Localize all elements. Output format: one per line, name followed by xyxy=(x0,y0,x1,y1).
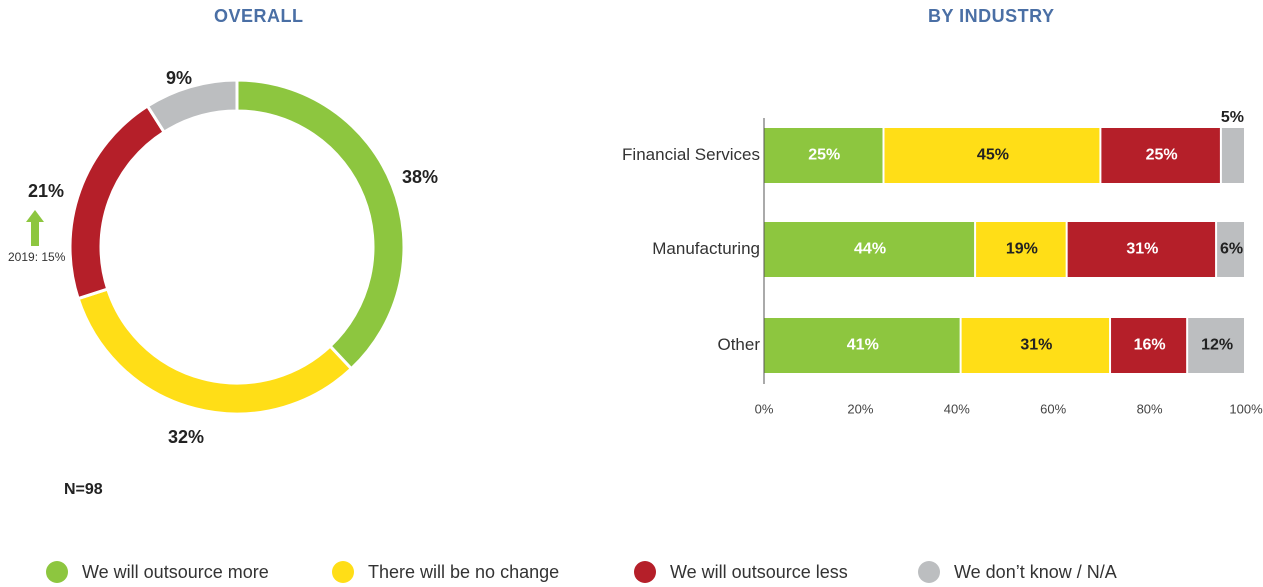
donut-label-we-don-t-know-n-a: 9% xyxy=(166,68,192,88)
overall-chart-title: OVERALL xyxy=(214,6,304,26)
legend-label: We don’t know / N/A xyxy=(954,561,1117,582)
donut-slice-there-will-be-no-change xyxy=(76,287,354,416)
bar-manufacturing-there-will-be-no-change xyxy=(976,222,1066,277)
bar-other-there-will-be-no-change xyxy=(961,318,1110,373)
bar-label-other-there-will-be-no-change: 31% xyxy=(1020,337,1052,354)
legend-label: We will outsource more xyxy=(82,561,269,582)
donut-label-we-will-outsource-less: 21% xyxy=(28,181,64,201)
category-label-other: Other xyxy=(717,335,760,354)
legend-swatch xyxy=(332,561,354,583)
bar-other-we-will-outsource-more xyxy=(764,318,960,373)
bar-financial-services-we-will-outsource-less xyxy=(1101,128,1220,183)
industry-stacked-bar-chart: Financial Services 25% 45% 25% 5% Manufacturi… xyxy=(622,109,1263,416)
bar-label-financial-services-there-will-be-no-change: 45% xyxy=(977,147,1009,164)
bar-label-manufacturing-we-don-t-know-n-a: 6% xyxy=(1220,241,1243,258)
bar-label-other-we-will-outsource-more: 41% xyxy=(847,337,879,354)
bar-label-other-we-don-t-know-n-a: 12% xyxy=(1201,337,1233,354)
bar-financial-services-we-will-outsource-more xyxy=(764,128,883,183)
bar-label-manufacturing-we-will-outsource-less: 31% xyxy=(1126,241,1158,258)
bar-manufacturing-we-don-t-know-n-a xyxy=(1217,222,1244,277)
legend-swatch xyxy=(46,561,68,583)
donut-slice-we-will-outsource-more xyxy=(235,78,406,371)
bar-label-manufacturing-there-will-be-no-change: 19% xyxy=(1006,241,1038,258)
category-label-financial-services: Financial Services xyxy=(622,145,760,164)
x-tick-label: 80% xyxy=(1137,401,1163,416)
bar-other-we-will-outsource-less xyxy=(1111,318,1187,373)
legend-item-no-change: There will be no change xyxy=(332,561,559,583)
legend: We will outsource more There will be no … xyxy=(0,561,1263,587)
legend-swatch xyxy=(634,561,656,583)
bar-label-financial-services-we-will-outsource-less: 25% xyxy=(1146,147,1178,164)
category-label-manufacturing: Manufacturing xyxy=(652,239,760,258)
donut-slice-we-don-t-know-n-a xyxy=(145,78,239,135)
x-tick-label: 60% xyxy=(1040,401,1066,416)
legend-label: We will outsource less xyxy=(670,561,848,582)
legend-swatch xyxy=(918,561,940,583)
donut-label-there-will-be-no-change: 32% xyxy=(168,427,204,447)
x-tick-label: 100% xyxy=(1229,401,1263,416)
x-tick-label: 0% xyxy=(755,401,774,416)
up-arrow-icon xyxy=(26,210,44,246)
bar-other-we-don-t-know-n-a xyxy=(1188,318,1244,373)
bar-label-financial-services-we-will-outsource-more: 25% xyxy=(808,147,840,164)
sample-size-label: N=98 xyxy=(64,481,103,498)
bar-financial-services-we-don-t-know-n-a xyxy=(1221,128,1244,183)
overall-donut-chart: 38% 32% 21% 9% xyxy=(28,68,438,447)
bar-manufacturing-we-will-outsource-less xyxy=(1067,222,1216,277)
legend-item-dont-know: We don’t know / N/A xyxy=(918,561,1117,583)
legend-label: There will be no change xyxy=(368,561,560,582)
bar-label-financial-services-we-don-t-know-n-a: 5% xyxy=(1221,109,1244,126)
donut-slice-we-will-outsource-less xyxy=(68,103,167,301)
x-tick-label: 20% xyxy=(847,401,873,416)
legend-item-outsource-less: We will outsource less xyxy=(634,561,848,583)
bar-financial-services-there-will-be-no-change xyxy=(884,128,1100,183)
history-note: 2019: 15% xyxy=(8,250,66,264)
legend-item-outsource-more: We will outsource more xyxy=(46,561,269,583)
donut-label-we-will-outsource-more: 38% xyxy=(402,167,438,187)
bar-label-manufacturing-we-will-outsource-more: 44% xyxy=(854,241,886,258)
industry-chart-title: BY INDUSTRY xyxy=(928,6,1055,26)
bar-label-other-we-will-outsource-less: 16% xyxy=(1134,337,1166,354)
x-tick-label: 40% xyxy=(944,401,970,416)
bar-manufacturing-we-will-outsource-more xyxy=(764,222,975,277)
